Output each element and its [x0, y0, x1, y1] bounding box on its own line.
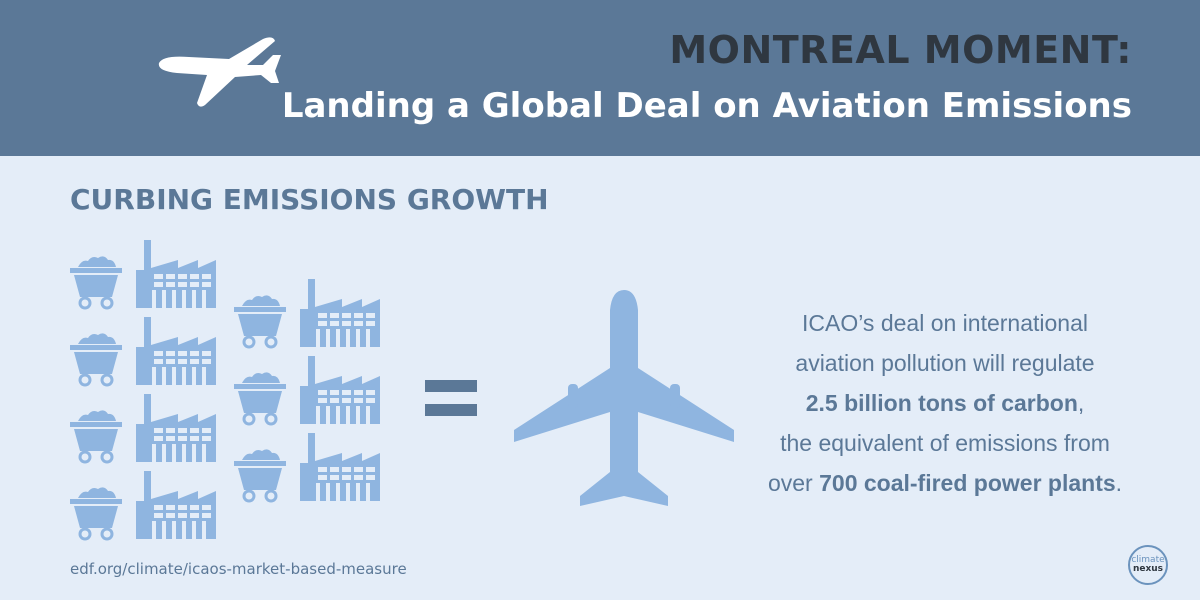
title-line-1: MONTREAL MOMENT: [669, 28, 1132, 72]
description-line: 2.5 billion tons of carbon, [720, 383, 1170, 423]
section-title: CURBING EMISSIONS GROWTH [70, 183, 549, 216]
airplane-icon [158, 37, 281, 107]
coal-plant-icon [232, 279, 380, 349]
logo-text: climate [1131, 555, 1165, 565]
coal-plant-icon [232, 356, 380, 426]
coal-plant-icon [68, 240, 216, 310]
description-text: ICAO’s deal on international aviation po… [720, 303, 1170, 503]
coal-plant-icon [68, 317, 216, 387]
punctuation: . [1115, 470, 1123, 496]
description-line: aviation pollution will regulate [795, 350, 1095, 376]
punctuation: , [1077, 390, 1085, 416]
highlight-power-plants: 700 coal-fired power plants [819, 470, 1116, 496]
header-banner: MONTREAL MOMENT: Landing a Global Deal o… [0, 0, 1200, 156]
text: over [767, 470, 820, 496]
coal-plant-icon [68, 471, 216, 541]
title-line-2: Landing a Global Deal on Aviation Emissi… [281, 86, 1132, 126]
coal-plant-icon [232, 433, 380, 503]
climate-nexus-logo: climate nexus [1128, 545, 1168, 585]
description-line: the equivalent of emissions from [780, 430, 1110, 456]
highlight-carbon: 2.5 billion tons of carbon [805, 390, 1078, 416]
airplane-top-view-icon [514, 290, 734, 506]
source-link[interactable]: edf.org/climate/icaos-market-based-measu… [70, 560, 407, 578]
logo-text: nexus [1132, 564, 1164, 574]
description-line: over 700 coal-fired power plants. [720, 463, 1170, 503]
equals-icon [425, 380, 477, 416]
coal-plant-icon [68, 394, 216, 464]
description-line: ICAO’s deal on international [802, 310, 1088, 336]
